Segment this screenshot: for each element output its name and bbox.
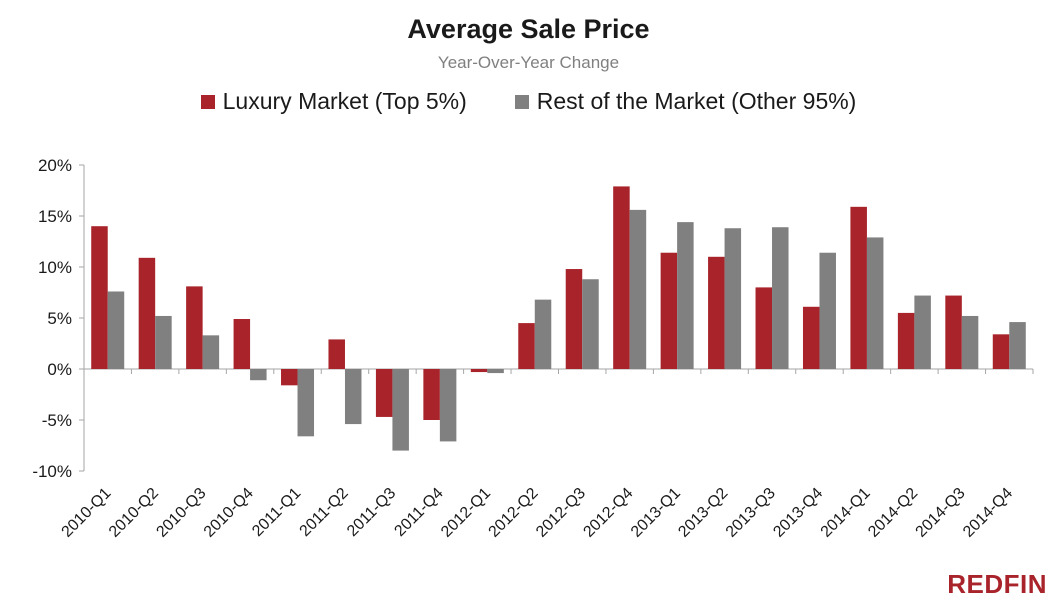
legend-label-rest: Rest of the Market (Other 95%) [536,88,857,114]
bar-rest-2013-q4 [819,252,836,369]
bar-rest-2011-q3 [392,369,409,451]
bar-rest-2010-q1 [107,291,125,369]
y-tick-label: 5% [47,309,72,328]
bar-rest-2010-q4 [250,369,267,381]
legend-swatch-rest [514,94,529,109]
bar-luxury-2014-q4 [992,334,1010,369]
x-tick-label: 2010-Q2 [106,485,162,541]
bar-luxury-2014-q2 [897,312,915,369]
x-tick-label: 2014-Q1 [818,485,874,541]
bar-rest-2013-q2 [724,228,742,369]
bar-rest-2014-q4 [1009,322,1026,369]
x-tick-label: 2013-Q4 [770,485,826,541]
bar-luxury-2011-q3 [375,369,393,417]
x-tick-label: 2013-Q3 [723,485,779,541]
bar-luxury-2013-q2 [708,256,725,369]
redfin-logo: REDFIN [947,569,1047,599]
bar-rest-2012-q1 [487,369,504,374]
bar-rest-2014-q3 [961,315,979,369]
chart-subtitle: Year-Over-Year Change [437,53,620,72]
x-tick-label: 2011-Q3 [344,485,399,540]
bar-luxury-2010-q2 [138,257,156,369]
bar-luxury-2012-q2 [518,323,535,369]
chart-title: Average Sale Price [407,14,650,44]
y-tick-label: -5% [42,411,72,430]
x-tick-label: 2014-Q3 [913,485,969,541]
bar-luxury-2013-q3 [755,287,773,369]
y-tick-label: 20% [38,156,72,175]
bar-rest-2012-q3 [582,279,599,369]
bar-luxury-2013-q1 [660,252,678,369]
x-tick-label: 2012-Q2 [486,485,542,541]
legend-item-rest: Rest of the Market (Other 95%) [514,88,857,115]
bar-luxury-2012-q3 [565,269,583,369]
bar-luxury-2014-q1 [850,206,867,369]
bar-luxury-2010-q1 [91,226,108,369]
x-tick-label: 2010-Q4 [201,485,257,541]
bar-rest-2013-q3 [772,227,789,369]
bar-luxury-2011-q4 [423,369,440,420]
bar-luxury-2014-q3 [945,295,962,369]
bar-rest-2012-q2 [534,299,552,369]
bar-luxury-2010-q4 [233,319,251,369]
y-tick-label: 0% [47,360,72,379]
bar-rest-2013-q1 [677,222,694,369]
x-tick-label: 2011-Q4 [391,485,446,540]
bar-luxury-2010-q3 [186,286,203,369]
x-tick-label: 2012-Q4 [580,485,636,541]
bar-rest-2010-q3 [202,335,220,369]
y-tick-label: 15% [38,207,72,226]
bar-luxury-2011-q1 [281,369,298,386]
bar-rest-2012-q4 [629,209,647,369]
bar-luxury-2012-q4 [613,186,630,369]
legend-swatch-luxury [200,94,215,109]
x-tick-label: 2012-Q1 [438,485,494,541]
y-tick-label: -10% [32,462,72,481]
bar-luxury-2012-q1 [470,369,488,373]
legend: Luxury Market (Top 5%) Rest of the Marke… [0,88,1057,115]
bar-rest-2011-q4 [439,369,457,442]
x-tick-label: 2014-Q4 [960,485,1016,541]
x-tick-label: 2014-Q2 [865,485,921,541]
x-tick-label: 2012-Q3 [533,485,589,541]
bar-rest-2014-q2 [914,295,931,369]
x-tick-label: 2010-Q3 [153,485,209,541]
x-tick-label: 2013-Q2 [675,485,731,541]
legend-item-luxury: Luxury Market (Top 5%) [200,88,467,115]
bar-luxury-2013-q4 [802,306,820,369]
x-tick-label: 2011-Q2 [297,485,352,540]
bar-luxury-2011-q2 [328,339,345,369]
x-tick-label: 2013-Q1 [628,485,684,541]
y-tick-label: 10% [38,258,72,277]
legend-label-luxury: Luxury Market (Top 5%) [222,88,467,114]
x-tick-label: 2011-Q1 [249,485,304,540]
bar-rest-2011-q2 [344,369,362,425]
bar-rest-2014-q1 [866,237,884,369]
bar-rest-2010-q2 [155,315,172,369]
x-tick-label: 2010-Q1 [59,485,115,541]
bar-rest-2011-q1 [297,369,315,437]
